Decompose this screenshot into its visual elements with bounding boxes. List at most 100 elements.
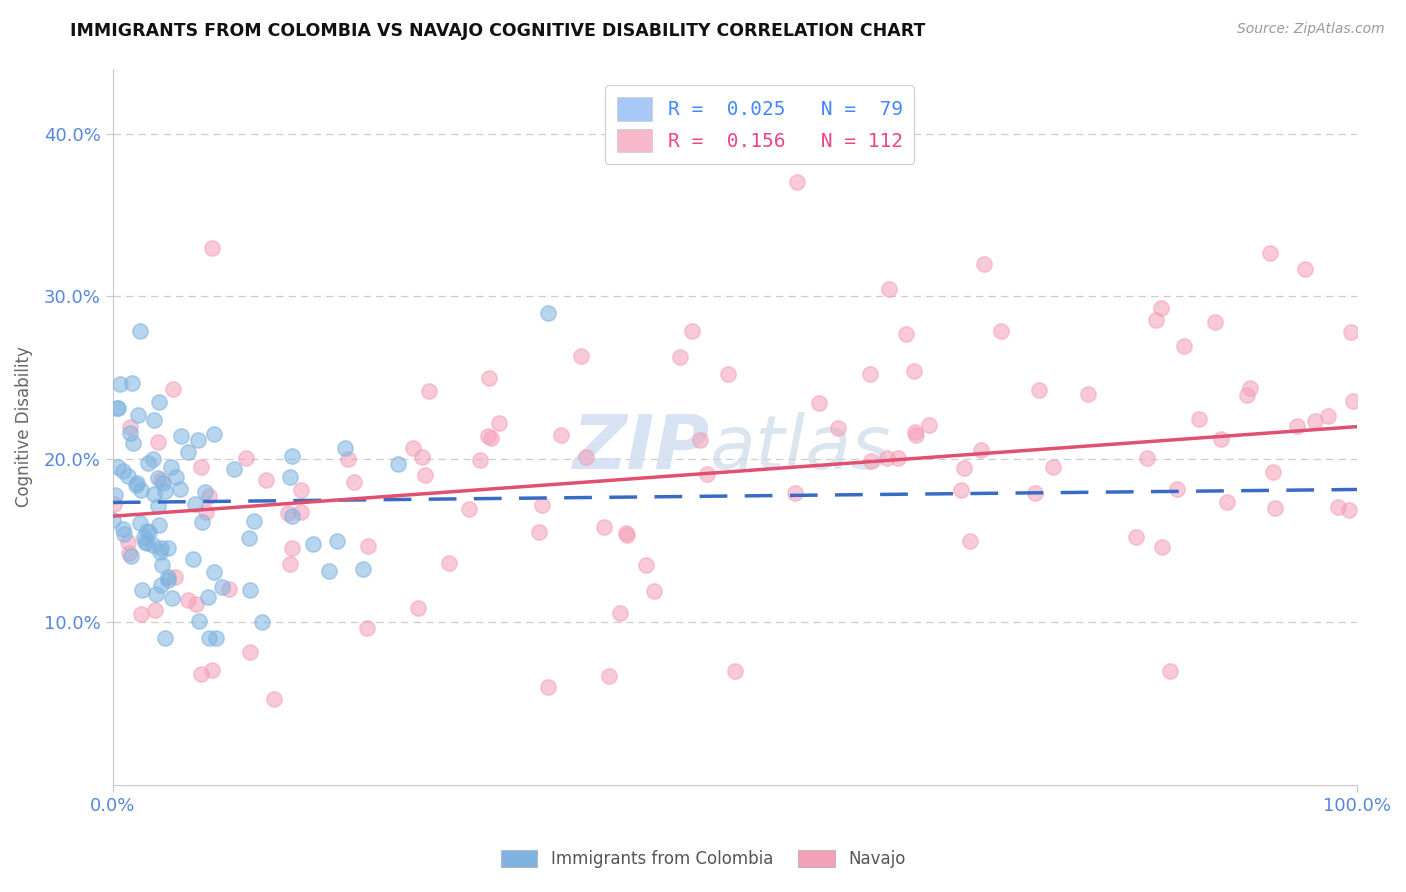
Point (859, 454, 882, 468)
Point (468, 453, 491, 467)
Point (281, 449, 304, 463)
Point (356, 621, 378, 635)
Point (478, 371, 501, 385)
Point (1204, 315, 1226, 329)
Point (149, 541, 172, 555)
Point (121, 436, 143, 450)
Point (609, 606, 631, 620)
Point (169, 482, 191, 496)
Point (190, 460, 212, 475)
Text: IMMIGRANTS FROM COLOMBIA VS NAVAJO COGNITIVE DISABILITY CORRELATION CHART: IMMIGRANTS FROM COLOMBIA VS NAVAJO COGNI… (70, 22, 925, 40)
Point (643, 583, 665, 598)
Point (107, 460, 129, 475)
Point (153, 632, 176, 646)
Point (121, 376, 143, 391)
Point (1136, 451, 1159, 466)
Point (143, 603, 166, 617)
Point (112, 464, 135, 478)
Point (785, 486, 807, 500)
Point (905, 428, 928, 442)
Point (242, 514, 264, 528)
Point (184, 597, 207, 611)
Point (569, 350, 592, 364)
Point (235, 450, 257, 465)
Point (959, 533, 981, 548)
Point (689, 433, 711, 447)
Point (103, 497, 125, 511)
Point (112, 526, 135, 541)
Point (117, 535, 139, 549)
Point (457, 502, 479, 516)
Point (149, 473, 172, 487)
Point (357, 539, 380, 553)
Point (953, 460, 976, 475)
Point (903, 364, 925, 378)
Point (238, 531, 260, 545)
Point (1316, 409, 1339, 423)
Point (681, 325, 703, 339)
Point (488, 417, 510, 431)
Point (120, 549, 142, 563)
Point (150, 578, 173, 592)
Point (1042, 459, 1064, 474)
Point (117, 469, 139, 483)
Point (593, 520, 616, 534)
Point (1211, 432, 1233, 446)
Point (187, 433, 209, 447)
Point (1173, 339, 1195, 353)
Point (717, 367, 740, 381)
Legend: R =  0.025   N =  79, R =  0.156   N = 112: R = 0.025 N = 79, R = 0.156 N = 112 (606, 86, 914, 164)
Point (159, 460, 181, 475)
Point (239, 645, 262, 659)
Point (437, 556, 460, 570)
Point (970, 442, 993, 457)
Point (201, 241, 224, 255)
Text: ZIP: ZIP (572, 411, 710, 484)
Point (148, 518, 170, 533)
Point (325, 534, 347, 549)
Point (152, 476, 174, 491)
Point (1286, 418, 1309, 433)
Point (477, 429, 499, 443)
Point (990, 324, 1012, 338)
Text: Source: ZipAtlas.com: Source: ZipAtlas.com (1237, 22, 1385, 37)
Point (157, 570, 180, 584)
Point (146, 499, 169, 513)
Point (129, 516, 152, 531)
Point (157, 573, 180, 587)
Point (904, 425, 927, 440)
Point (239, 582, 262, 597)
Point (277, 506, 299, 520)
Point (145, 587, 167, 601)
Point (669, 350, 692, 364)
Point (1239, 381, 1261, 395)
Point (278, 558, 301, 572)
Point (125, 478, 148, 492)
Point (290, 483, 312, 497)
Point (1028, 383, 1050, 397)
Point (142, 487, 165, 501)
Point (280, 541, 302, 556)
Point (1236, 388, 1258, 402)
Point (278, 469, 301, 483)
Text: atlas: atlas (710, 412, 891, 484)
Point (1258, 245, 1281, 260)
Point (598, 668, 620, 682)
Point (202, 565, 225, 579)
Point (949, 483, 972, 497)
Point (205, 632, 228, 646)
Point (160, 591, 183, 606)
Point (108, 376, 131, 391)
Point (250, 615, 273, 629)
Point (1340, 325, 1362, 339)
Point (531, 498, 554, 512)
Point (537, 680, 560, 694)
Point (211, 580, 233, 594)
Point (194, 485, 217, 500)
Point (1152, 540, 1174, 554)
Point (136, 535, 159, 549)
Point (163, 569, 186, 583)
Point (333, 441, 356, 455)
Point (254, 473, 277, 487)
Point (202, 427, 225, 442)
